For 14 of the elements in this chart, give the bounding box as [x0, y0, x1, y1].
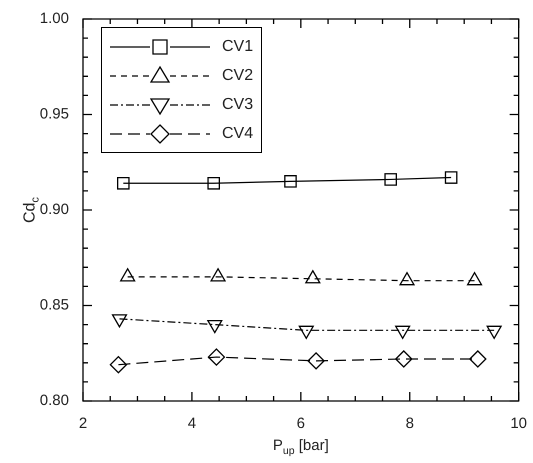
legend-label: CV4 [222, 124, 254, 142]
y-tick-label: 0.90 [40, 201, 69, 218]
x-tick-label: 6 [296, 415, 305, 432]
legend-label: CV2 [222, 66, 254, 84]
y-tick-label: 0.80 [40, 392, 69, 410]
x-tick-label: 10 [510, 415, 527, 432]
x-tick-label: 8 [406, 415, 414, 432]
y-tick-label: 0.85 [40, 296, 69, 314]
legend-label: CV3 [222, 96, 254, 114]
legend-label: CV1 [222, 38, 254, 56]
y-tick-label: 0.95 [40, 106, 69, 123]
x-tick-label: 2 [78, 415, 88, 432]
x-tick-label: 4 [188, 415, 196, 432]
y-tick-label: 1.00 [40, 10, 69, 28]
